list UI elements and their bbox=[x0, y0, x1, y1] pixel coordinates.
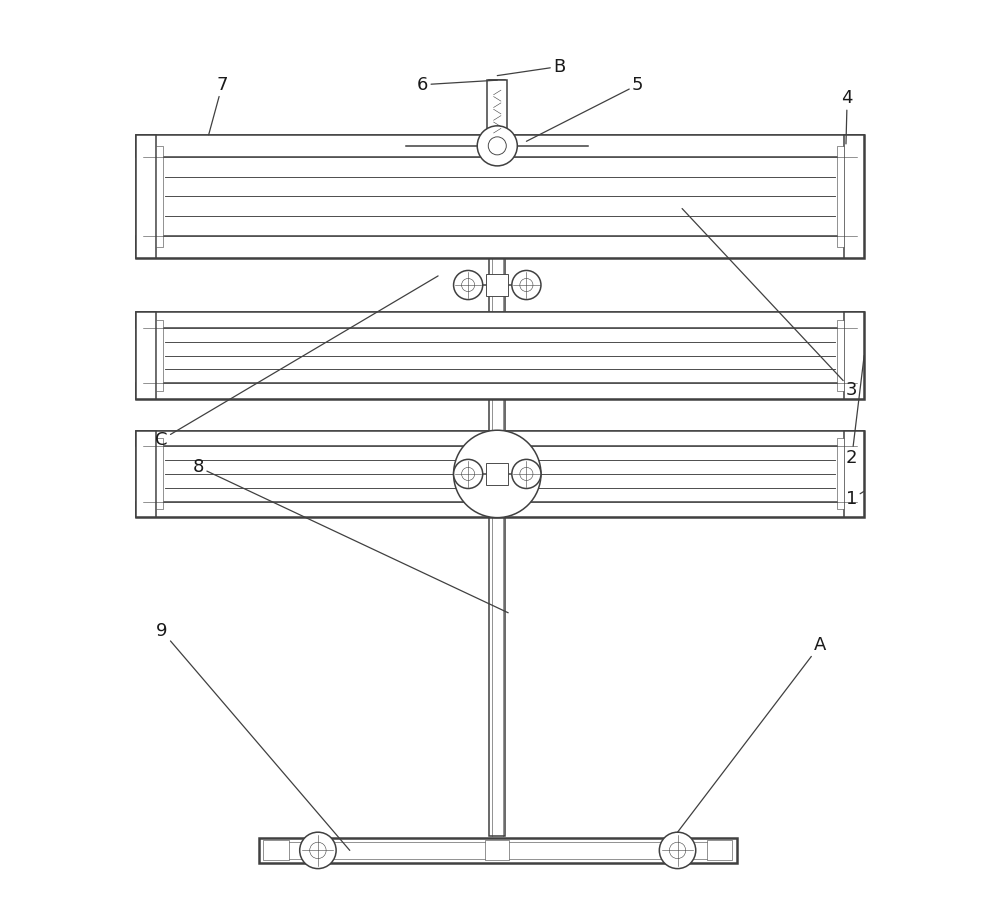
Text: 4: 4 bbox=[841, 90, 853, 144]
Bar bbox=[136, 135, 864, 157]
Bar bbox=[156, 146, 163, 246]
Text: 7: 7 bbox=[209, 76, 228, 135]
Bar bbox=[136, 431, 156, 518]
Circle shape bbox=[512, 459, 541, 488]
Circle shape bbox=[659, 833, 696, 868]
Bar bbox=[136, 235, 864, 257]
Bar bbox=[486, 274, 508, 296]
Circle shape bbox=[454, 270, 483, 300]
Circle shape bbox=[300, 833, 336, 868]
Bar bbox=[489, 81, 505, 835]
Bar bbox=[837, 146, 844, 246]
Text: 5: 5 bbox=[526, 76, 644, 141]
Text: 2: 2 bbox=[846, 355, 864, 467]
Circle shape bbox=[520, 467, 533, 481]
Bar bbox=[136, 312, 864, 398]
Bar bbox=[266, 842, 729, 858]
Bar bbox=[707, 840, 732, 860]
Bar bbox=[136, 431, 864, 518]
Bar bbox=[136, 431, 864, 446]
Bar bbox=[156, 439, 163, 509]
Circle shape bbox=[454, 459, 483, 488]
Bar bbox=[136, 312, 864, 328]
Bar bbox=[136, 502, 864, 518]
Bar bbox=[844, 312, 864, 398]
Circle shape bbox=[520, 278, 533, 291]
Bar bbox=[259, 837, 737, 863]
Bar bbox=[485, 840, 509, 860]
Text: 1: 1 bbox=[846, 490, 864, 508]
Bar bbox=[136, 135, 864, 257]
Circle shape bbox=[462, 467, 475, 481]
Circle shape bbox=[454, 431, 541, 518]
Circle shape bbox=[462, 278, 475, 291]
Circle shape bbox=[669, 842, 686, 858]
Circle shape bbox=[477, 125, 517, 166]
Text: 8: 8 bbox=[193, 458, 508, 613]
Text: C: C bbox=[155, 276, 438, 449]
Text: 6: 6 bbox=[417, 76, 497, 93]
Bar bbox=[136, 135, 156, 257]
Bar bbox=[844, 431, 864, 518]
Bar bbox=[837, 320, 844, 391]
Circle shape bbox=[488, 136, 506, 155]
Bar bbox=[844, 135, 864, 257]
Circle shape bbox=[310, 842, 326, 858]
Text: 9: 9 bbox=[156, 622, 350, 850]
Circle shape bbox=[512, 270, 541, 300]
Bar bbox=[156, 320, 163, 391]
Bar bbox=[487, 81, 507, 139]
Bar bbox=[136, 312, 156, 398]
Bar bbox=[136, 383, 864, 398]
Text: B: B bbox=[497, 58, 565, 76]
Text: A: A bbox=[678, 636, 826, 833]
Bar bbox=[837, 439, 844, 509]
Text: 3: 3 bbox=[682, 209, 857, 398]
Bar bbox=[263, 840, 289, 860]
Bar bbox=[486, 463, 508, 485]
